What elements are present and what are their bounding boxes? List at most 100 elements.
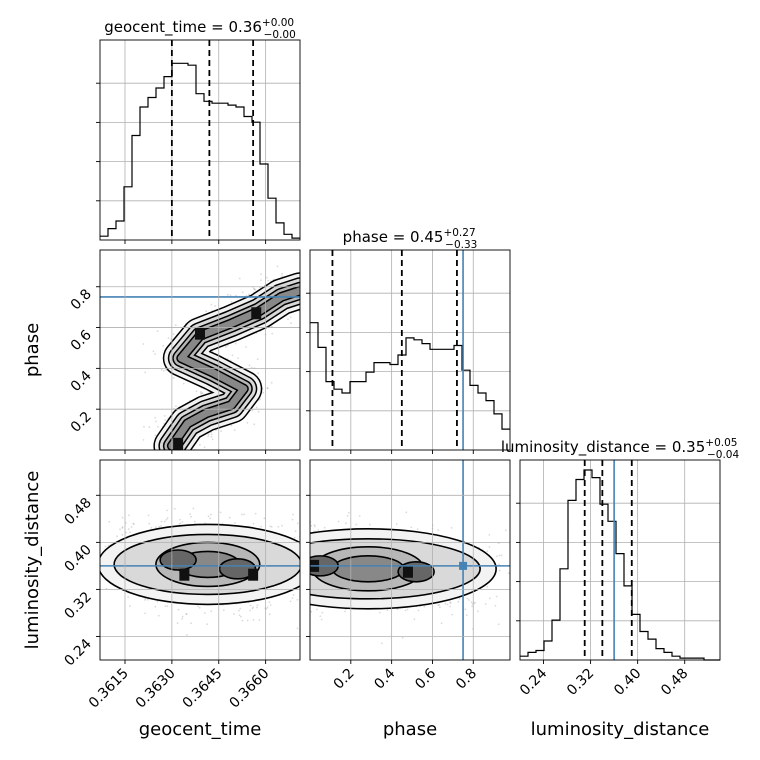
sample-point <box>226 293 229 296</box>
sample-point <box>297 602 299 604</box>
sample-point <box>165 369 168 371</box>
sample-point <box>471 605 473 608</box>
sample-point <box>271 599 273 601</box>
sample-point <box>395 523 398 525</box>
sample-point <box>144 599 146 601</box>
sample-point <box>189 513 192 515</box>
sample-point <box>495 595 498 598</box>
sample-point <box>320 618 323 621</box>
sample-point <box>260 279 262 282</box>
sample-point <box>154 605 157 608</box>
sample-point <box>206 623 209 626</box>
sample-point <box>276 619 278 621</box>
x-tick-label-phase: 0.6 <box>412 665 439 692</box>
sample-point <box>307 554 309 556</box>
sample-point <box>268 601 271 603</box>
sample-point <box>313 288 315 290</box>
sample-point <box>305 569 307 571</box>
sample-point <box>198 606 201 609</box>
sample-point <box>464 608 467 611</box>
sample-point <box>296 627 299 630</box>
sample-point <box>307 312 309 314</box>
sample-point <box>290 533 292 535</box>
sample-point <box>295 593 297 595</box>
sample-point <box>303 291 305 293</box>
sample-point <box>241 619 244 622</box>
sample-point <box>289 316 292 319</box>
x-axis-label-phase: phase <box>383 719 437 740</box>
sample-point <box>287 607 289 609</box>
sample-point <box>315 309 317 311</box>
sample-point <box>489 597 491 600</box>
sample-point <box>210 433 213 436</box>
sample-point <box>270 606 272 608</box>
sample-point <box>251 607 254 610</box>
title-luminosity_distance: luminosity_distance = 0.35+0.05 −0.04 <box>501 437 740 461</box>
joint-geocent_time-luminosity_distance-grid <box>100 460 300 660</box>
sample-point <box>271 332 274 335</box>
joint-geocent_time-phase-frame <box>99 249 301 451</box>
sample-point <box>121 533 124 536</box>
sample-point <box>265 607 268 610</box>
hist-step-luminosity_distance <box>520 469 720 661</box>
sample-point <box>306 285 308 287</box>
sample-point <box>132 522 135 525</box>
sample-point <box>252 618 255 621</box>
sample-point <box>473 602 476 605</box>
sample-point <box>302 568 304 570</box>
sample-point <box>167 337 170 339</box>
sample-point <box>176 453 178 455</box>
sample-point <box>222 609 225 612</box>
sample-point <box>303 573 305 575</box>
sample-point <box>358 515 361 517</box>
sample-point <box>304 568 306 570</box>
sample-point <box>160 520 163 523</box>
sample-point <box>297 525 299 527</box>
sample-point <box>449 605 451 608</box>
sample-point <box>202 451 204 453</box>
sample-point <box>259 398 261 400</box>
density-peak <box>195 327 205 340</box>
sample-point <box>256 611 258 613</box>
sample-point <box>306 592 308 594</box>
sample-point <box>248 364 251 367</box>
sample-point <box>293 536 296 539</box>
sample-point <box>166 605 169 607</box>
sample-point <box>416 528 419 531</box>
sample-point <box>164 605 167 607</box>
sample-point <box>306 614 308 616</box>
sample-point <box>306 296 308 298</box>
sample-point <box>207 515 210 518</box>
x-tick-label-geocent_time: 0.3630 <box>133 666 179 712</box>
sample-point <box>277 522 279 524</box>
y-tick-label-luminosity_distance: 0.48 <box>61 495 94 528</box>
sample-point <box>302 567 304 569</box>
sample-point <box>155 420 157 423</box>
sample-point <box>176 452 178 454</box>
sample-point <box>175 405 177 407</box>
y-tick-label-phase: 0.6 <box>68 327 95 354</box>
sample-point <box>302 572 304 574</box>
hist-step-geocent_time <box>100 62 300 239</box>
sample-point <box>413 618 416 621</box>
sample-point <box>458 597 461 600</box>
sample-point <box>182 382 185 385</box>
x-tick-label-luminosity_distance: 0.40 <box>611 666 644 699</box>
y-tick-label-phase: 0.2 <box>68 409 95 436</box>
sample-point <box>249 604 252 607</box>
sample-point <box>284 513 286 515</box>
sample-point <box>158 525 161 528</box>
sample-point <box>260 273 262 276</box>
sample-point <box>307 301 309 303</box>
sample-point <box>301 576 303 578</box>
sample-point <box>344 610 346 613</box>
tick-marks <box>96 494 267 664</box>
sample-point <box>314 525 316 528</box>
sample-point <box>163 520 166 523</box>
sample-point <box>313 524 316 526</box>
sample-point <box>144 612 147 615</box>
sample-point <box>304 563 306 565</box>
sample-point <box>301 295 303 297</box>
sample-point <box>190 622 193 625</box>
sample-point <box>276 265 279 268</box>
